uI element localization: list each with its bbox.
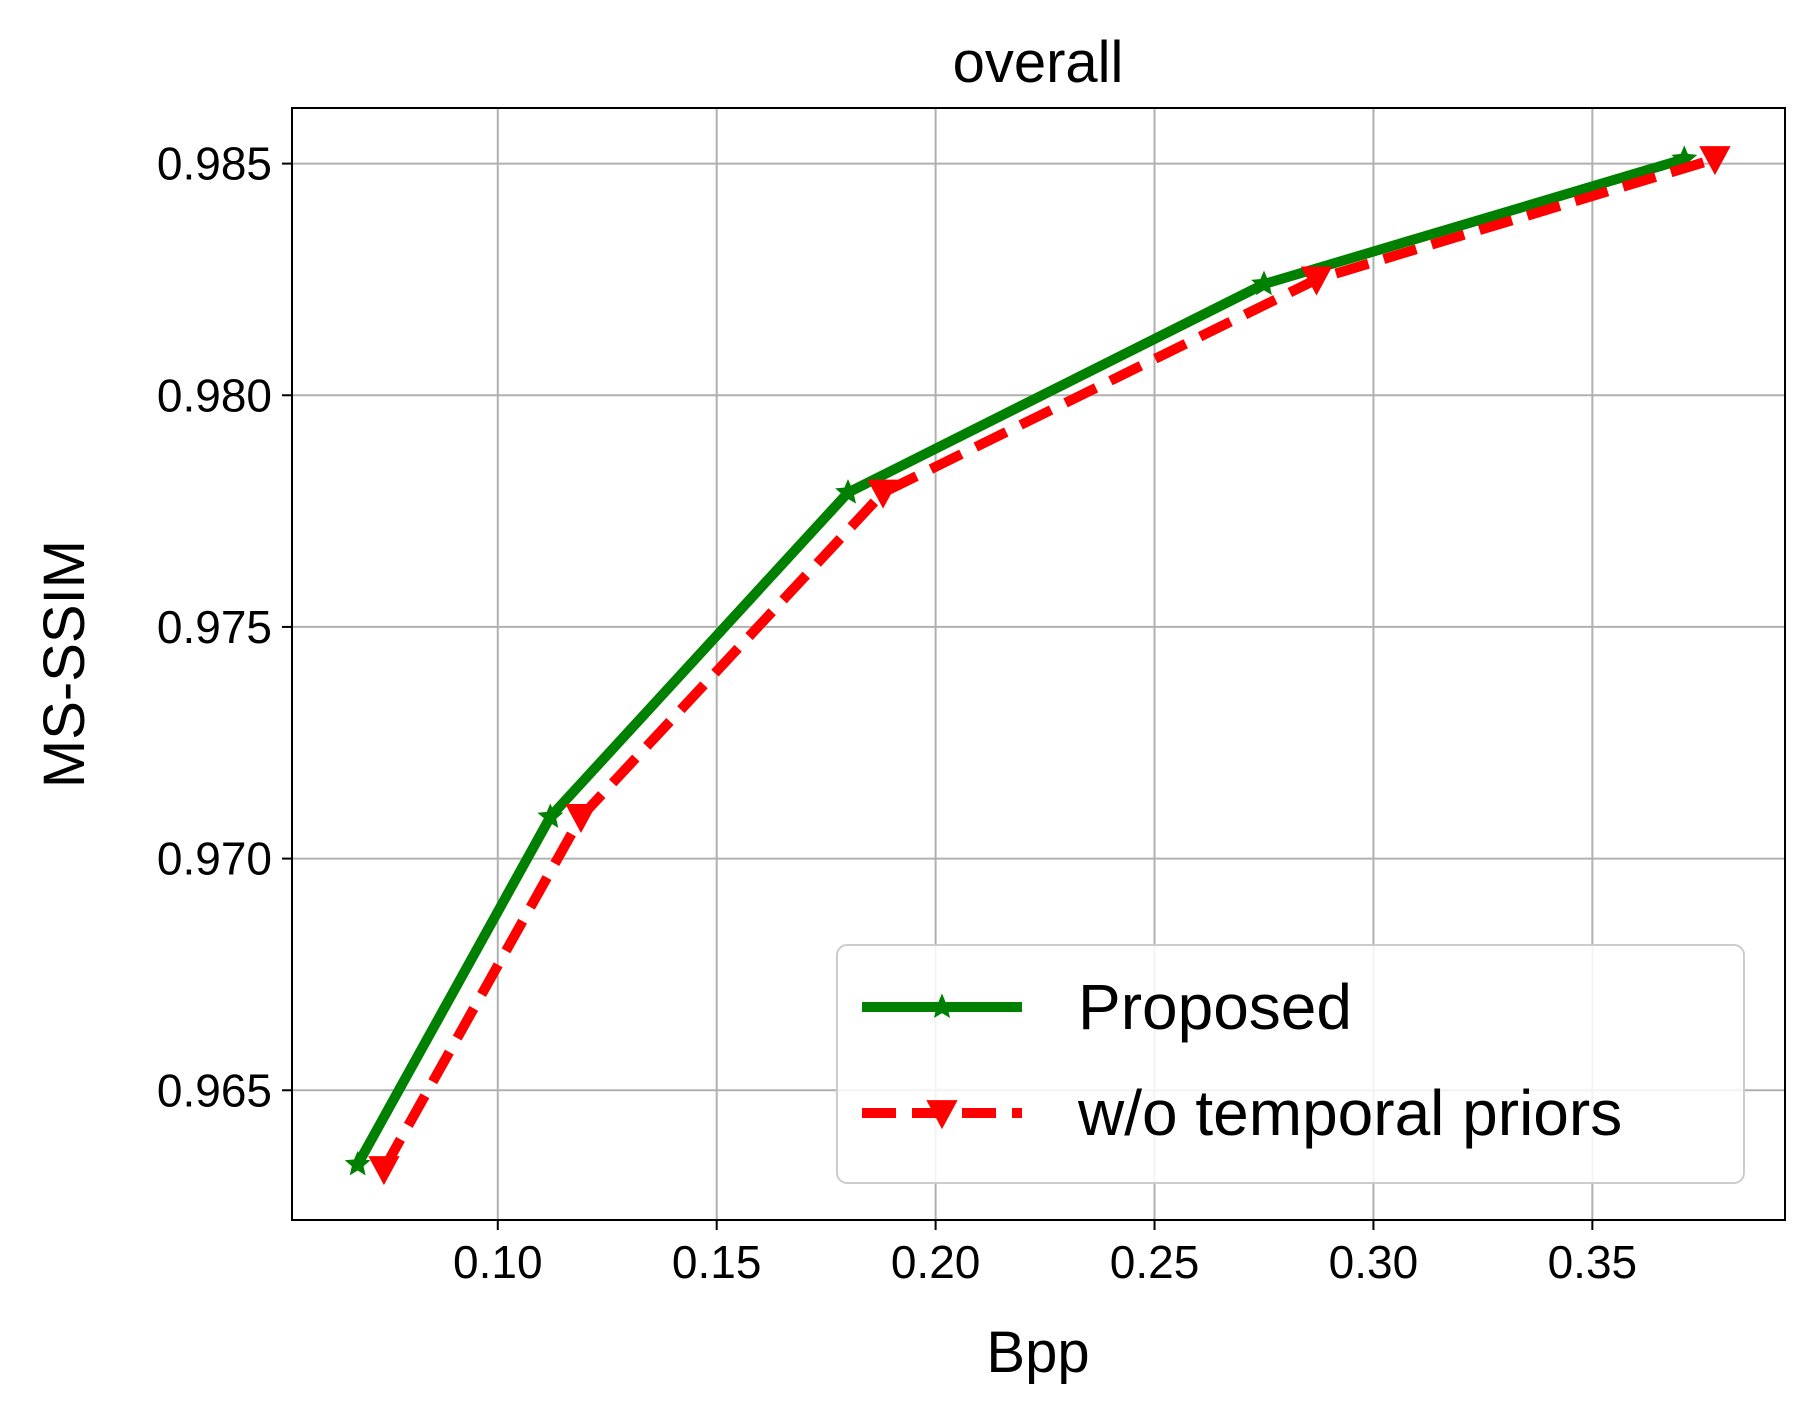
x-tick-label: 0.25 — [1110, 1236, 1200, 1288]
x-tick-label: 0.20 — [891, 1236, 981, 1288]
legend-marker-wo-temporal-priors — [926, 1100, 958, 1130]
data-point-proposed — [835, 479, 861, 504]
data-point-proposed — [537, 803, 564, 828]
y-axis-ticks: 0.965 0.970 0.975 0.980 0.985 — [157, 138, 292, 1116]
y-axis-title: MS-SSIM — [32, 540, 97, 788]
series-line-w-o-temporal-priors — [379, 154, 1717, 1172]
legend-frame — [836, 944, 1745, 1184]
legend-label-proposed: Proposed — [1078, 971, 1352, 1043]
chart-title: overall — [953, 30, 1124, 95]
data-point-proposed — [344, 1150, 371, 1176]
y-tick-label: 0.970 — [157, 833, 272, 885]
series-lines — [344, 145, 1731, 1186]
data-point-w-o-temporal-priors — [368, 1156, 400, 1186]
legend-marker-proposed — [929, 993, 955, 1018]
data-point-w-o-temporal-priors — [565, 804, 597, 834]
y-tick-label: 0.985 — [157, 138, 272, 190]
data-point-w-o-temporal-priors — [867, 479, 899, 509]
y-tick-label: 0.975 — [157, 601, 272, 653]
legend: Proposed w/o temporal priors — [836, 944, 1745, 1184]
y-tick-label: 0.965 — [157, 1064, 272, 1116]
y-tick-label: 0.980 — [157, 369, 272, 421]
x-tick-label: 0.15 — [672, 1236, 762, 1288]
plot-frame — [291, 107, 1786, 1221]
grid — [292, 108, 1785, 1220]
x-tick-label: 0.30 — [1329, 1236, 1419, 1288]
data-point-w-o-temporal-priors — [1699, 146, 1731, 176]
x-tick-label: 0.35 — [1548, 1236, 1638, 1288]
legend-label-wo-temporal-priors: w/o temporal priors — [1077, 1077, 1622, 1149]
x-axis-ticks: 0.10 0.15 0.20 0.25 0.30 0.35 — [453, 1220, 1637, 1288]
data-point-w-o-temporal-priors — [1300, 266, 1333, 296]
x-tick-label: 0.10 — [453, 1236, 543, 1288]
data-point-proposed — [1251, 270, 1277, 296]
x-axis-title: Bpp — [986, 1320, 1089, 1385]
